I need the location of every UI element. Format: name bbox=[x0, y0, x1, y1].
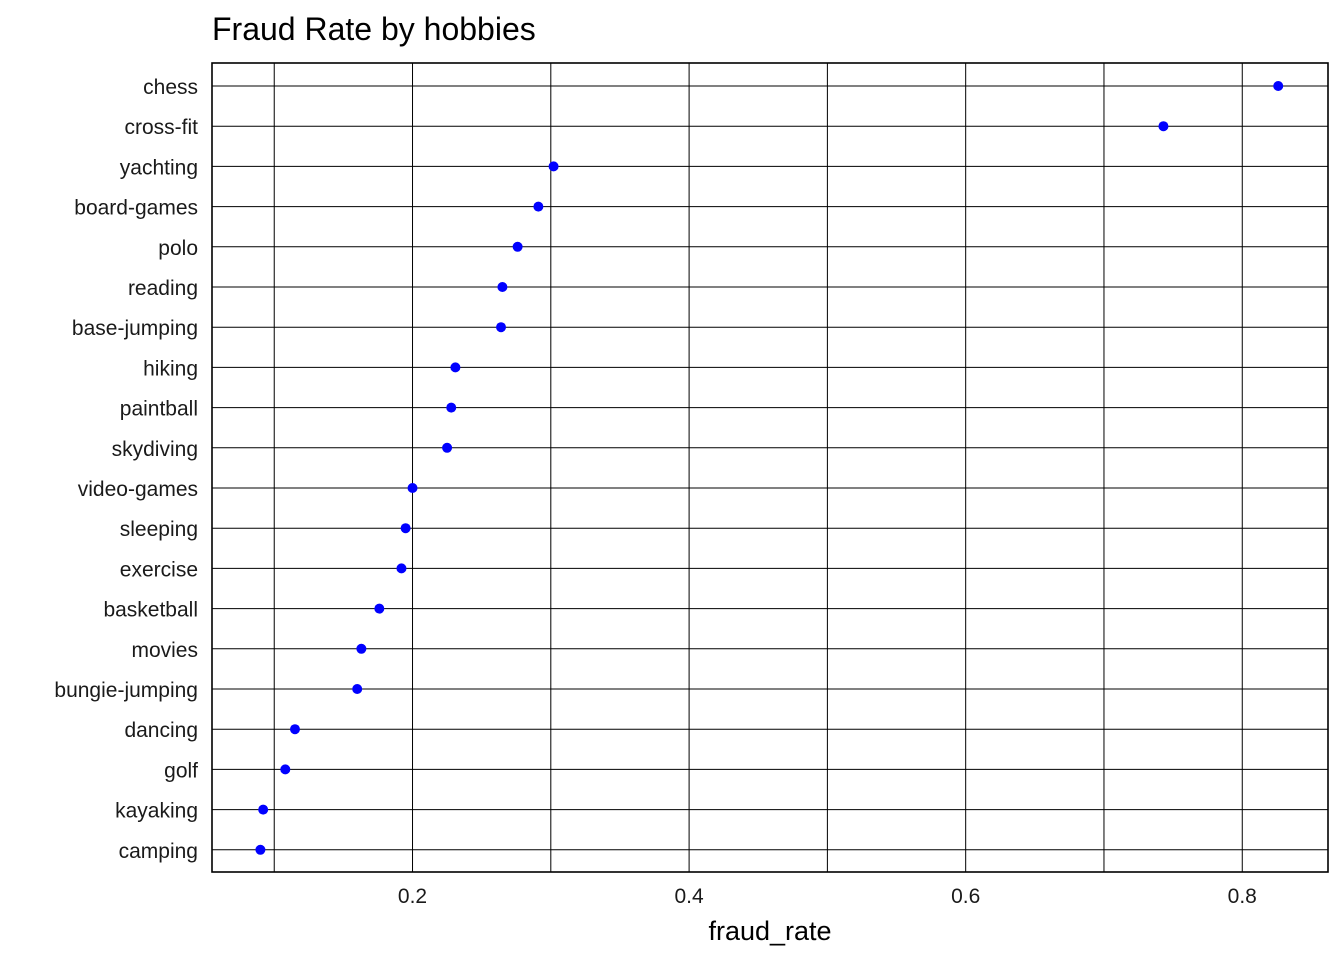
data-point bbox=[548, 161, 559, 172]
data-point bbox=[280, 764, 291, 775]
x-tick-label: 0.6 bbox=[951, 885, 980, 908]
y-axis-tick-labels: chess cross-fit yachting board-games polo rea… bbox=[54, 76, 198, 863]
y-tick-label: chess bbox=[143, 76, 198, 99]
y-tick-label: skydiving bbox=[112, 438, 198, 461]
y-tick-label: polo bbox=[158, 237, 198, 260]
data-point bbox=[512, 241, 523, 252]
data-point bbox=[1158, 121, 1169, 132]
data-point bbox=[352, 684, 363, 694]
data-point bbox=[497, 282, 508, 292]
x-axis-title: fraud_rate bbox=[708, 916, 831, 946]
y-tick-label: paintball bbox=[120, 398, 198, 421]
y-tick-label: exercise bbox=[120, 558, 198, 581]
data-point bbox=[356, 643, 367, 654]
x-axis-tick-labels: 0.2 0.4 0.6 0.8 bbox=[398, 885, 1257, 908]
chart-title: Fraud Rate by hobbies bbox=[212, 11, 536, 47]
data-point bbox=[1273, 81, 1284, 91]
y-tick-label: camping bbox=[119, 840, 198, 863]
y-tick-label: video-games bbox=[78, 478, 198, 501]
data-point bbox=[442, 442, 453, 453]
y-tick-label: yachting bbox=[120, 156, 198, 179]
y-tick-label: base-jumping bbox=[72, 317, 198, 340]
data-point bbox=[407, 483, 418, 493]
y-tick-label: cross-fit bbox=[125, 116, 199, 139]
data-point bbox=[400, 523, 411, 534]
grid bbox=[212, 63, 1328, 872]
panel-border bbox=[211, 62, 1329, 873]
y-tick-label: bungie-jumping bbox=[54, 679, 198, 702]
data-point bbox=[446, 402, 457, 413]
x-tick-label: 0.4 bbox=[674, 885, 704, 908]
y-tick-label: kayaking bbox=[115, 800, 198, 823]
data-points bbox=[255, 81, 1284, 855]
data-point bbox=[496, 322, 507, 333]
y-tick-label: golf bbox=[164, 759, 198, 782]
y-tick-label: hiking bbox=[143, 357, 198, 380]
data-point bbox=[450, 362, 461, 373]
x-tick-label: 0.8 bbox=[1228, 885, 1257, 908]
data-point bbox=[289, 724, 300, 735]
data-point bbox=[533, 201, 544, 212]
y-tick-label: dancing bbox=[124, 719, 198, 742]
y-tick-label: board-games bbox=[74, 197, 198, 220]
y-tick-label: movies bbox=[131, 639, 198, 662]
data-point bbox=[255, 844, 266, 855]
y-tick-label: basketball bbox=[103, 599, 198, 622]
y-tick-label: sleeping bbox=[120, 518, 198, 541]
data-point bbox=[374, 603, 385, 614]
x-tick-label: 0.2 bbox=[398, 885, 427, 908]
data-point bbox=[258, 804, 269, 815]
data-point bbox=[396, 563, 407, 574]
y-tick-label: reading bbox=[128, 277, 198, 300]
